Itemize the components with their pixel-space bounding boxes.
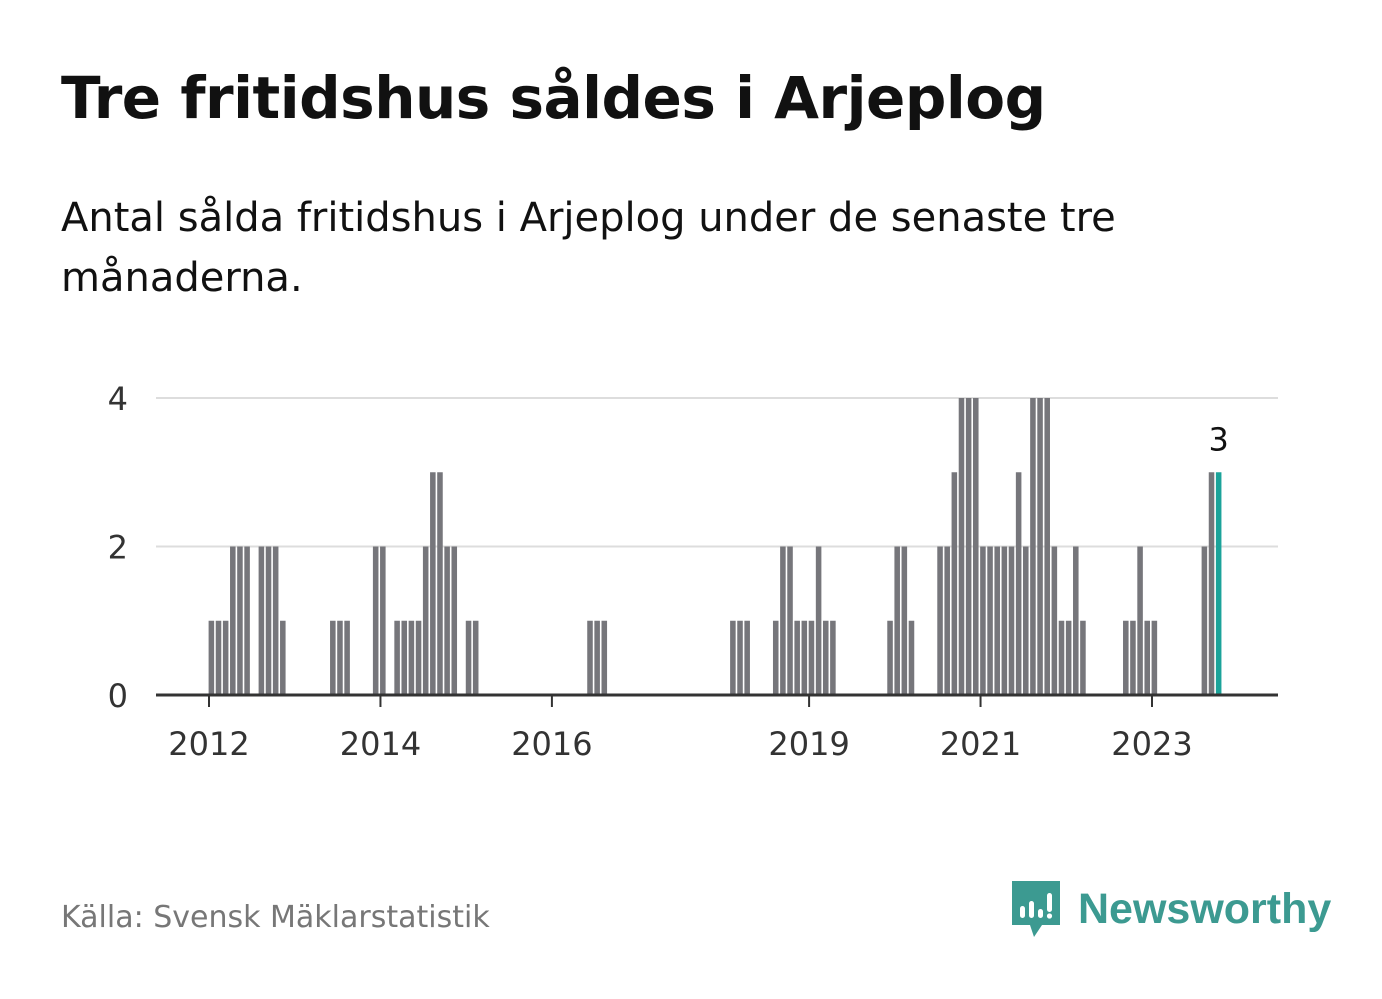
- bar: [1130, 620, 1136, 695]
- bar: [394, 620, 400, 695]
- bar: [1030, 398, 1036, 695]
- labels: 0 2 4 3 2012 2014 2016 2019 2021 2023: [108, 380, 1229, 763]
- x-tick-label: 2023: [1111, 725, 1192, 763]
- bar: [408, 620, 415, 695]
- bar: [222, 620, 229, 695]
- bar: [587, 620, 593, 695]
- bar: [1015, 472, 1022, 695]
- bar: [401, 620, 408, 695]
- bar: [815, 546, 822, 695]
- bar: [444, 546, 450, 695]
- bar: [337, 620, 343, 695]
- bar: [280, 620, 286, 695]
- bar: [744, 620, 750, 695]
- bar: [1044, 398, 1050, 695]
- bar: [1137, 546, 1143, 695]
- x-tick-label: 2016: [511, 725, 592, 763]
- x-tick-label: 2019: [768, 725, 849, 763]
- bar: [1144, 620, 1150, 695]
- bar: [894, 546, 900, 695]
- bar: [908, 620, 915, 695]
- bar: [987, 546, 993, 695]
- bar: [472, 620, 479, 695]
- bar: [415, 620, 422, 695]
- bar: [1123, 620, 1129, 695]
- bar: [451, 546, 458, 695]
- bar: [380, 546, 386, 695]
- bar: [430, 472, 436, 695]
- x-tick-label: 2021: [940, 725, 1021, 763]
- y-tick-label: 2: [108, 529, 128, 567]
- x-tick-label: 2014: [340, 725, 421, 763]
- y-tick-label: 0: [108, 677, 128, 715]
- bar: [1080, 620, 1086, 695]
- source-note: Källa: Svensk Mäklarstatistik: [61, 900, 490, 935]
- bar: [1065, 620, 1072, 695]
- bar: [822, 620, 829, 695]
- bar: [1023, 546, 1029, 695]
- axes: [156, 693, 1278, 707]
- bar: [1037, 398, 1043, 695]
- bar: [344, 620, 350, 695]
- bar: [215, 620, 222, 695]
- bar: [244, 546, 250, 695]
- bar: [965, 398, 972, 695]
- bars: [208, 398, 1222, 695]
- bar: [980, 546, 986, 695]
- bar-highlight: [1215, 472, 1222, 695]
- bar: [437, 472, 443, 695]
- bar: [230, 546, 236, 695]
- bar: [887, 620, 893, 695]
- bar: [1008, 546, 1015, 695]
- y-tick-label: 4: [108, 380, 128, 418]
- bar: [801, 620, 808, 695]
- grid-lines: [156, 397, 1278, 548]
- bar: [780, 546, 786, 695]
- brand-name: Newsworthy: [1078, 884, 1332, 933]
- bar: [1208, 472, 1215, 695]
- newsworthy-logo-icon: [1012, 881, 1060, 937]
- bar: [937, 546, 943, 695]
- bar: [901, 546, 908, 695]
- brand-logo[interactable]: Newsworthy: [1010, 878, 1331, 940]
- bar: [265, 546, 272, 695]
- bar: [772, 620, 779, 695]
- bar: [1073, 546, 1079, 695]
- bar: [330, 620, 336, 695]
- chart-title: Tre fritidshus såldes i Arjeplog: [61, 64, 1046, 132]
- bar: [422, 546, 429, 695]
- bar: [1001, 546, 1008, 695]
- bar: [465, 620, 472, 695]
- bar: [1058, 620, 1065, 695]
- bar: [794, 620, 800, 695]
- bar: [1201, 546, 1208, 695]
- bar: [1151, 620, 1158, 695]
- bar: [601, 620, 608, 695]
- bar: [787, 546, 793, 695]
- bar: [1051, 546, 1058, 695]
- bar: [258, 546, 265, 695]
- x-tick-label: 2012: [168, 725, 249, 763]
- bar: [808, 620, 815, 695]
- bar-value-label: 3: [1208, 420, 1228, 458]
- bar: [208, 620, 215, 695]
- bar: [594, 620, 600, 695]
- chart-subtitle: Antal sålda fritidshus i Arjeplog under …: [61, 195, 1116, 301]
- bar: [944, 546, 950, 695]
- bar: [994, 546, 1000, 695]
- bar: [958, 398, 965, 695]
- bar: [272, 546, 279, 695]
- bar: [730, 620, 736, 695]
- bar: [830, 620, 836, 695]
- bar: [973, 398, 979, 695]
- bar: [737, 620, 743, 695]
- bar: [372, 546, 379, 695]
- bar: [951, 472, 958, 695]
- bar: [237, 546, 243, 695]
